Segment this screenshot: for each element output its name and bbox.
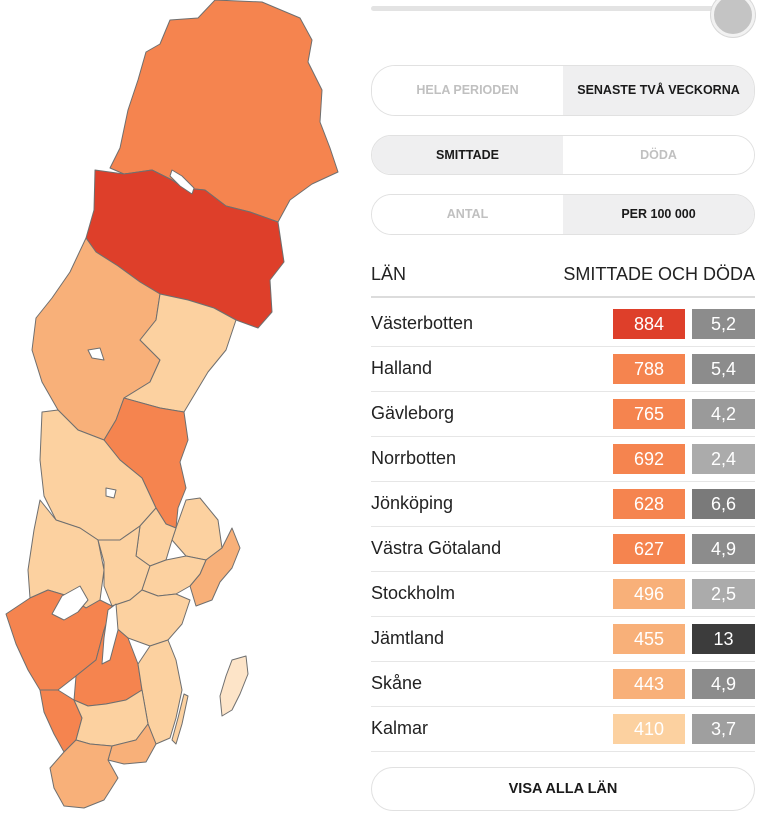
lake-vanern	[51, 585, 89, 621]
period-option-whole[interactable]: HELA PERIODEN	[372, 66, 563, 115]
lake-tornetrask	[169, 169, 195, 195]
time-slider-track[interactable]	[371, 6, 731, 11]
table-row: Västra Götaland 627 4,9	[371, 527, 755, 572]
county-name: Kalmar	[371, 718, 429, 738]
county-name: Stockholm	[371, 583, 456, 603]
county-name: Norrbotten	[371, 448, 457, 468]
infected-value: 692	[613, 444, 685, 474]
deaths-value: 2,4	[692, 444, 755, 474]
metric-toggle: SMITTADE DÖDA	[371, 135, 755, 175]
infected-value: 455	[613, 624, 685, 654]
metric-option-deaths[interactable]: DÖDA	[563, 136, 754, 174]
county-kalmar[interactable]	[137, 639, 183, 745]
county-name: Västra Götaland	[371, 538, 502, 558]
county-gotland[interactable]	[219, 655, 249, 717]
metric-option-infected[interactable]: SMITTADE	[372, 136, 563, 174]
unit-toggle: ANTAL PER 100 000	[371, 194, 755, 235]
infected-value: 765	[613, 399, 685, 429]
deaths-value: 5,2	[692, 309, 755, 339]
county-name: Skåne	[371, 673, 423, 693]
island-oland	[171, 693, 189, 745]
deaths-value: 6,6	[692, 489, 755, 519]
lake-siljan	[105, 487, 117, 499]
table-row: Halland 788 5,4	[371, 347, 755, 392]
column-header-values: SMITTADE OCH DÖDA	[563, 264, 755, 284]
county-name: Jämtland	[371, 628, 445, 648]
table-row: Norrbotten 692 2,4	[371, 437, 755, 482]
lake-storsjon	[87, 347, 105, 361]
table-header: LÄN SMITTADE OCH DÖDA	[371, 264, 755, 298]
county-name: Gävleborg	[371, 403, 455, 423]
column-header-county: LÄN	[371, 264, 407, 284]
period-option-last-two-weeks[interactable]: SENASTE TVÅ VECKORNA	[563, 66, 754, 115]
time-slider-thumb[interactable]	[711, 0, 755, 37]
infected-value: 410	[613, 714, 685, 744]
deaths-value: 2,5	[692, 579, 755, 609]
show-all-counties-button[interactable]: VISA ALLA LÄN	[371, 767, 755, 811]
deaths-value: 5,4	[692, 354, 755, 384]
infected-value: 788	[613, 354, 685, 384]
table-row: Gävleborg 765 4,2	[371, 392, 755, 437]
deaths-value: 13	[692, 624, 755, 654]
county-name: Halland	[371, 358, 433, 378]
county-name: Jönköping	[371, 493, 454, 513]
county-name: Västerbotten	[371, 313, 474, 333]
table-row: Skåne 443 4,9	[371, 662, 755, 707]
infected-value: 627	[613, 534, 685, 564]
unit-option-per-100k[interactable]: PER 100 000	[563, 195, 754, 234]
table-row: Västerbotten 884 5,2	[371, 302, 755, 347]
county-skane[interactable]	[49, 739, 119, 809]
deaths-value: 4,9	[692, 669, 755, 699]
deaths-value: 4,2	[692, 399, 755, 429]
period-toggle: HELA PERIODEN SENASTE TVÅ VECKORNA	[371, 65, 755, 116]
table-row: Kalmar 410 3,7	[371, 707, 755, 752]
unit-option-count[interactable]: ANTAL	[372, 195, 563, 234]
sweden-county-map	[5, 0, 339, 809]
infected-value: 496	[613, 579, 685, 609]
table-row: Jönköping 628 6,6	[371, 482, 755, 527]
county-blekinge[interactable]	[107, 723, 157, 765]
county-table: Västerbotten 884 5,2 Halland 788 5,4 Gävleborg…	[371, 302, 755, 752]
infected-value: 884	[613, 309, 685, 339]
table-row: Stockholm 496 2,5	[371, 572, 755, 617]
deaths-value: 3,7	[692, 714, 755, 744]
lake-vattern	[101, 603, 119, 665]
infected-value: 443	[613, 669, 685, 699]
deaths-value: 4,9	[692, 534, 755, 564]
county-uppsala[interactable]	[171, 497, 223, 561]
infected-value: 628	[613, 489, 685, 519]
table-row: Jämtland 455 13	[371, 617, 755, 662]
